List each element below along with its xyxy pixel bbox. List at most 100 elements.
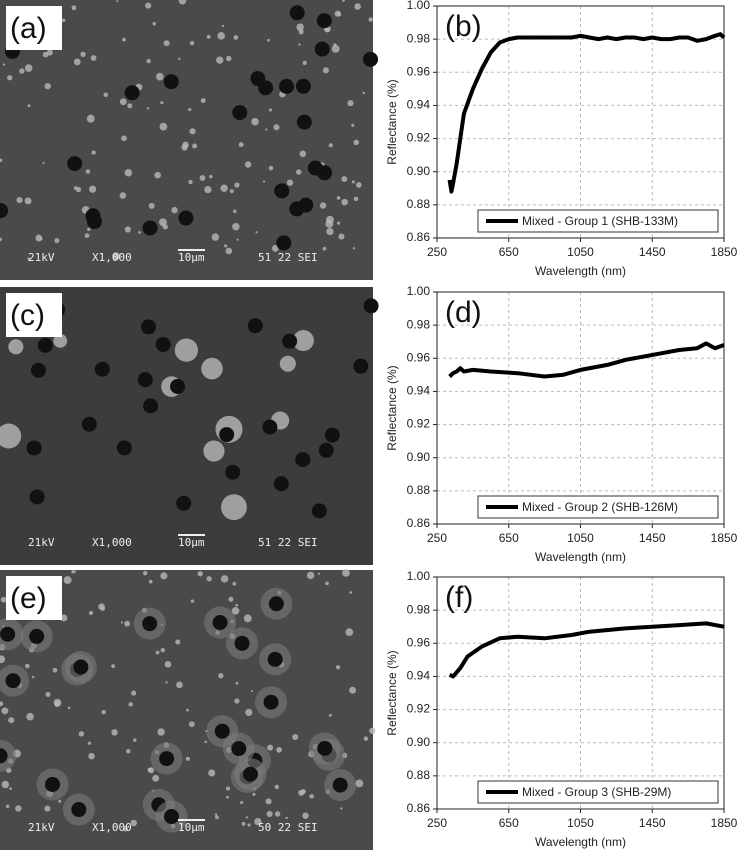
particle: [221, 494, 247, 521]
x-tick-label: 1850: [711, 816, 738, 830]
x-tick-label: 650: [499, 531, 519, 545]
pore: [26, 440, 42, 456]
pore: [234, 635, 250, 651]
particle: [189, 128, 196, 135]
particle: [345, 628, 354, 636]
particle: [78, 731, 85, 737]
pore: [267, 651, 283, 667]
particle: [128, 702, 133, 707]
particle: [178, 57, 181, 61]
pore: [212, 614, 228, 630]
legend-box: [477, 495, 719, 519]
particle: [103, 92, 109, 98]
pore: [67, 156, 83, 172]
pore: [155, 337, 171, 353]
particle: [124, 168, 133, 177]
panel-label: (c): [10, 299, 45, 332]
particle: [60, 614, 68, 622]
particle: [189, 40, 195, 46]
sem-info: 51 22 SEI: [258, 251, 318, 264]
particle: [88, 752, 95, 760]
particle: [238, 142, 244, 148]
pore: [29, 489, 45, 505]
particle: [336, 196, 341, 200]
pore: [363, 51, 379, 67]
data-line: [448, 621, 725, 679]
particle: [369, 727, 376, 734]
pore: [353, 358, 369, 374]
y-tick-label: 0.86: [407, 230, 431, 244]
pore: [141, 319, 157, 335]
x-tick-label: 1450: [639, 816, 666, 830]
particle: [217, 32, 225, 40]
particle: [121, 135, 127, 142]
pore: [30, 362, 46, 378]
particle: [71, 5, 77, 11]
pore: [262, 419, 278, 435]
particle: [0, 237, 2, 242]
particle: [111, 664, 116, 669]
particle: [120, 621, 124, 624]
sem-voltage: 21kV: [28, 536, 55, 549]
y-tick-label: 1.00: [407, 0, 431, 12]
pore: [73, 659, 89, 675]
x-axis-label: Wavelength (nm): [535, 550, 626, 564]
pore-halo: [0, 739, 17, 772]
particle: [27, 104, 31, 108]
particle: [233, 209, 237, 214]
particle: [201, 357, 223, 380]
particle: [9, 787, 12, 790]
sem-magnification: X1,000: [92, 821, 132, 834]
particle: [235, 603, 238, 607]
particle: [342, 0, 345, 2]
particle: [148, 202, 155, 209]
particle: [252, 792, 256, 796]
data-line: [448, 341, 725, 379]
particle: [266, 810, 273, 818]
particle: [220, 575, 229, 583]
pore: [311, 503, 327, 519]
particle: [216, 56, 224, 64]
pore: [116, 440, 132, 456]
particle: [267, 744, 274, 751]
particle: [206, 34, 211, 39]
pore: [231, 741, 247, 757]
y-tick-label: 0.98: [407, 317, 431, 331]
x-tick-label: 650: [499, 245, 519, 259]
particle: [274, 811, 281, 817]
particle: [235, 681, 239, 685]
y-tick-label: 0.96: [407, 350, 431, 364]
pore: [274, 183, 290, 199]
particle: [211, 233, 220, 241]
pore: [263, 694, 279, 710]
particle: [27, 257, 31, 261]
panel-label: (e): [10, 582, 47, 615]
y-axis-label: Reflectance (%): [385, 79, 399, 164]
pore: [94, 361, 110, 377]
plot-frame: [436, 291, 725, 525]
x-tick-label: 1450: [639, 531, 666, 545]
panel-label-box: [6, 293, 62, 337]
particle: [44, 805, 51, 812]
y-tick-label: 0.96: [407, 64, 431, 78]
particle: [355, 779, 364, 788]
particle: [176, 681, 183, 689]
particle: [171, 206, 178, 214]
particle: [15, 805, 22, 812]
particle: [111, 729, 118, 736]
pore: [0, 626, 16, 642]
particle: [338, 233, 345, 240]
particle: [0, 655, 6, 664]
particle: [147, 767, 152, 772]
pore: [176, 495, 192, 511]
particle: [101, 709, 106, 715]
particle: [245, 708, 253, 716]
sem-magnification: X1,000: [92, 536, 132, 549]
y-tick-label: 1.00: [407, 569, 431, 583]
particle: [85, 169, 91, 174]
particle: [31, 675, 35, 679]
particle: [73, 570, 77, 573]
x-axis-label: Wavelength (nm): [535, 264, 626, 278]
pore: [268, 596, 284, 612]
y-tick-label: 0.86: [407, 516, 431, 530]
